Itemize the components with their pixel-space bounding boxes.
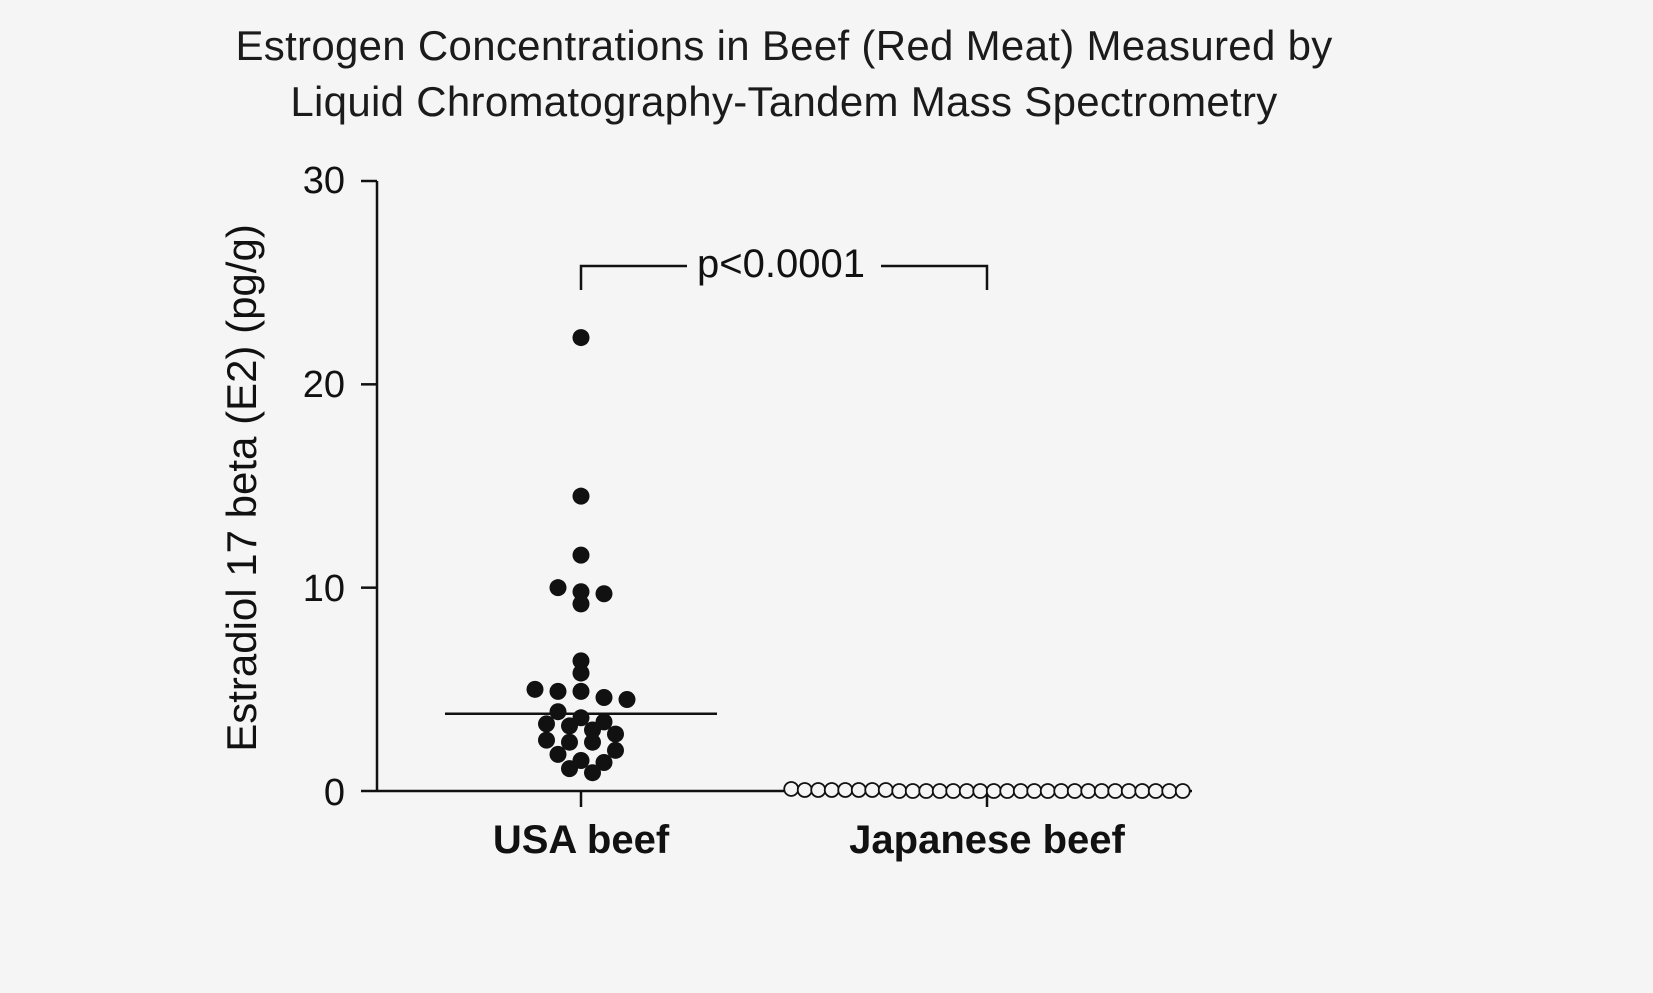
japanese-beef-point-23 xyxy=(1093,783,1110,799)
usa-beef-point-4 xyxy=(572,583,590,601)
usa-beef-point-2 xyxy=(572,546,590,564)
usa-beef-point-12 xyxy=(595,688,613,706)
usa-beef-point-8 xyxy=(572,664,590,682)
chart-title-line-1: Estrogen Concentrations in Beef (Red Mea… xyxy=(235,22,1333,69)
usa-beef-point-23 xyxy=(584,733,601,751)
usa-beef-point-22 xyxy=(561,733,578,751)
usa-beef-point-14 xyxy=(549,703,567,721)
usa-beef-point-6 xyxy=(572,595,590,613)
chart-title: Estrogen Concentrations in Beef (Red Mea… xyxy=(0,18,1568,130)
usa-beef-point-27 xyxy=(595,754,613,772)
japanese-beef-point-15 xyxy=(985,783,1002,799)
usa-beef-point-13 xyxy=(618,691,636,708)
usa-beef-point-18 xyxy=(561,717,578,735)
japanese-beef-point-27 xyxy=(1147,783,1164,799)
japanese-beef-point-7 xyxy=(877,782,894,798)
japanese-beef-point-1 xyxy=(796,782,813,798)
japanese-beef-point-21 xyxy=(1066,783,1083,799)
usa-beef-point-25 xyxy=(549,745,567,763)
usa-beef-point-24 xyxy=(607,741,624,759)
usa-beef-point-17 xyxy=(538,715,555,733)
japanese-beef-point-19 xyxy=(1039,783,1056,799)
bracket-left xyxy=(579,264,687,290)
japanese-beef-point-16 xyxy=(999,783,1016,799)
usa-beef-point-3 xyxy=(549,579,567,597)
y-tick-label-10: 10 xyxy=(302,568,345,610)
usa-beef-point-11 xyxy=(572,682,590,700)
japanese-beef-point-25 xyxy=(1120,783,1137,799)
usa-beef-point-0 xyxy=(572,329,590,347)
japanese-beef-point-28 xyxy=(1161,783,1178,799)
japanese-beef-point-13 xyxy=(958,783,975,799)
japanese-beef-point-24 xyxy=(1107,783,1124,799)
usa-beef-point-28 xyxy=(561,760,578,778)
japanese-beef-point-11 xyxy=(931,783,948,799)
usa-beef-point-7 xyxy=(572,652,590,670)
japanese-beef-point-6 xyxy=(864,782,881,798)
usa-beef-point-29 xyxy=(584,764,601,782)
japanese-beef-point-22 xyxy=(1080,783,1097,799)
japanese-beef-point-3 xyxy=(823,782,840,798)
japanese-beef-point-26 xyxy=(1134,783,1151,799)
japanese-beef-point-8 xyxy=(891,783,908,799)
x-category-usa-beef: USA beef xyxy=(492,818,670,862)
japanese-beef-point-4 xyxy=(837,782,854,798)
significance-bracket xyxy=(579,264,989,290)
usa-beef-point-21 xyxy=(538,731,555,749)
usa-beef-point-20 xyxy=(607,725,624,743)
japanese-beef-point-5 xyxy=(850,782,867,798)
usa-beef-point-10 xyxy=(549,682,567,700)
usa-beef-point-1 xyxy=(572,487,590,505)
usa-beef-point-5 xyxy=(595,585,613,603)
japanese-beef-point-14 xyxy=(972,783,989,799)
japanese-beef-point-2 xyxy=(810,782,827,798)
japanese-beef-point-20 xyxy=(1053,783,1070,799)
japanese-beef-point-18 xyxy=(1026,783,1043,799)
japanese-beef-point-0 xyxy=(783,781,800,797)
japanese-beef-point-29 xyxy=(1174,783,1191,799)
japanese-beef-point-17 xyxy=(1012,783,1029,799)
y-tick-label-20: 20 xyxy=(302,364,345,406)
usa-beef-point-9 xyxy=(526,680,544,698)
x-category-japanese-beef: Japanese beef xyxy=(849,818,1125,862)
bracket-right xyxy=(881,264,989,290)
y-tick-label-0: 0 xyxy=(323,772,345,814)
japanese-beef-point-9 xyxy=(904,783,921,799)
y-tick-label-30: 30 xyxy=(302,160,345,202)
japanese-beef-point-10 xyxy=(918,783,935,799)
usa-beef-point-19 xyxy=(584,721,601,739)
significance-label: p<0.0001 xyxy=(697,242,865,286)
data-points xyxy=(526,329,1191,799)
chart-title-line-2: Liquid Chromatography-Tandem Mass Spectr… xyxy=(290,78,1278,125)
japanese-beef-point-12 xyxy=(945,783,962,799)
